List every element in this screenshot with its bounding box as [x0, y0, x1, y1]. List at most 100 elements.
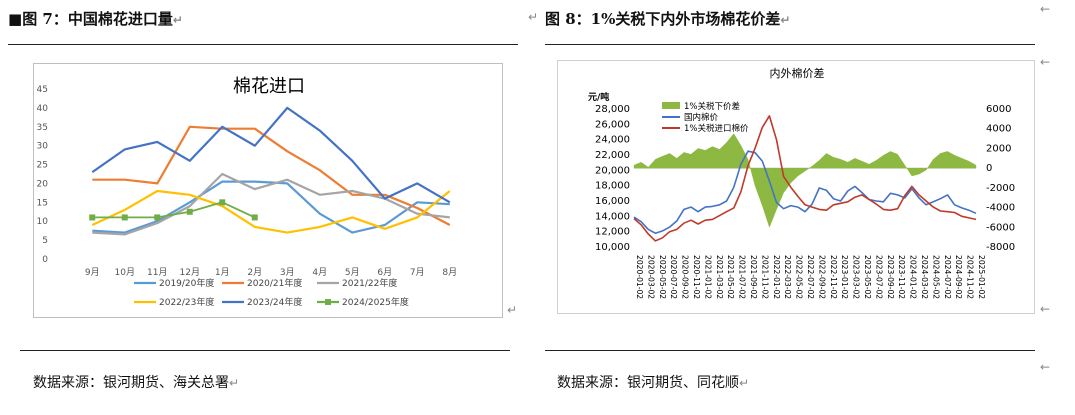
chart-frame: 内外棉价差 元/吨 10,000 12,000 14,000 16,000 18,000 20…: [557, 60, 1035, 314]
figure-7-title-row: ■图 7：中国棉花进口量↵: [8, 8, 183, 29]
x-tick-label: 2021-09-02: [749, 255, 758, 299]
y-tick-label: 15: [37, 198, 48, 208]
y-tick-label: 28,000: [595, 104, 630, 115]
series-area: [633, 133, 977, 228]
x-tick-label: 2023-03-02: [852, 255, 861, 299]
x-tick-label: 2022-09-02: [817, 255, 826, 299]
y-tick-label: 10: [37, 217, 49, 227]
y2-tick-label: -6000: [986, 222, 1015, 233]
divider: [20, 350, 510, 351]
y2-tick-label: 2000: [986, 143, 1011, 154]
x-tick-label: 2024-03-02: [920, 255, 929, 299]
figure-8-title-row: 图 8：1%关税下内外市场棉花价差↵: [545, 8, 790, 29]
x-tick-label: 2023-01-02: [840, 255, 849, 299]
y-tick-label: 22,000: [595, 150, 630, 161]
legend-label: 1%关税下价差: [684, 101, 740, 112]
x-tick-label: 2024-01-02: [909, 255, 918, 299]
x-tick-label: 2020-09-02: [681, 255, 690, 299]
x-tick-label: 2024-07-02: [943, 255, 952, 299]
legend-label: 2022/23年度: [159, 296, 214, 308]
x-tick-label: 4月: [312, 267, 327, 278]
y-tick-label: 0: [42, 255, 48, 265]
y-tick-label: 45: [37, 85, 48, 95]
figure-8-title: 图 8：1%关税下内外市场棉花价差: [545, 10, 781, 28]
x-tick-label: 5月: [345, 267, 360, 278]
x-tick-label: 1月: [215, 267, 230, 278]
y-tick-label: 5: [42, 236, 48, 246]
x-tick-label: 8月: [442, 267, 457, 278]
x-tick-label: 2024-05-02: [931, 255, 940, 299]
data-point: [186, 208, 193, 215]
source-text: 数据来源：银河期货、同花顺: [557, 375, 739, 391]
x-tick-label: 2022-03-02: [783, 255, 792, 299]
x-tick-label: 2023-05-02: [863, 255, 872, 299]
y2-tick-label: -8000: [986, 242, 1015, 253]
figure-7-source: 数据来源：银河期货、海关总署↵: [33, 372, 239, 392]
legend-label: 2021/22年度: [342, 277, 397, 289]
x-tick-label: 12月: [180, 267, 200, 278]
x-tick-label: 2023-09-02: [886, 255, 895, 299]
y2-tick-label: -4000: [986, 203, 1015, 214]
x-tick-label: 2024-11-02: [966, 255, 975, 299]
y-tick-label: 40: [37, 104, 49, 114]
data-point: [121, 214, 128, 221]
series-line: [92, 172, 450, 236]
legend-label: 2020/21年度: [247, 277, 302, 289]
paragraph-mark-icon: ↵: [780, 13, 791, 27]
x-tick-label: 2022-05-02: [795, 255, 804, 299]
y-tick-label: 12,000: [595, 227, 630, 238]
y2-tick-label: -2000: [986, 183, 1015, 194]
paragraph-mark-icon: ↵: [528, 10, 539, 24]
unit-label: 元/吨: [588, 91, 609, 103]
y-tick-label: 24,000: [595, 135, 630, 146]
data-point: [219, 199, 226, 206]
arrow-mark-icon: ←: [1040, 2, 1051, 16]
data-point: [251, 214, 258, 221]
y-tick-label: 18,000: [595, 181, 630, 192]
y-tick-label: 35: [37, 123, 48, 133]
x-tick-label: 2月: [247, 267, 262, 278]
x-tick-label: 2023-07-02: [874, 255, 883, 299]
bullet-icon: ■: [8, 10, 23, 28]
legend-label: 2019/20年度: [159, 277, 214, 289]
legend-label: 2023/24年度: [247, 296, 302, 308]
x-tick-label: 2020-03-02: [646, 255, 655, 299]
series-line: [633, 150, 977, 234]
x-tick-label: 11月: [147, 267, 167, 278]
x-tick-label: 2022-01-02: [772, 255, 781, 299]
x-tick-label: 2021-11-02: [760, 255, 769, 299]
chart-frame: 棉花进口 0 5 10 15 20 25 30 35 40 45 9月 10月 11月 12月 1月 2月 3月 4…: [33, 63, 503, 318]
x-tick-label: 2020-07-02: [669, 255, 678, 299]
series-line: [91, 189, 451, 234]
cotton-import-chart: 棉花进口 0 5 10 15 20 25 30 35 40 45 9月 10月 11月 12月 1月 2月 3月 4…: [37, 76, 458, 308]
divider: [8, 44, 518, 45]
x-tick-label: 10月: [115, 267, 135, 278]
x-tick-label: 2020-05-02: [658, 255, 667, 299]
source-text: 数据来源：银河期货、海关总署: [33, 375, 229, 391]
figure-7-title: 图 7：中国棉花进口量: [22, 10, 173, 28]
x-tick-label: 2022-07-02: [806, 255, 815, 299]
series-line: [91, 106, 451, 204]
y2-tick-label: 4000: [986, 124, 1011, 135]
legend-label: 1%关税进口棉价: [684, 123, 749, 134]
y2-tick-label: 6000: [986, 104, 1011, 115]
x-tick-label: 2023-11-02: [897, 255, 906, 299]
paragraph-mark-icon: ↵: [229, 376, 240, 390]
x-tick-label: 2021-03-02: [715, 255, 724, 299]
y2-tick-label: 0: [986, 163, 992, 174]
x-tick-label: 2020-11-02: [692, 255, 701, 299]
data-point: [89, 214, 96, 221]
legend-marker: [325, 299, 331, 305]
y-tick-label: 10,000: [595, 242, 630, 253]
legend-swatch: [662, 102, 680, 109]
legend-label: 2024/2025年度: [342, 296, 409, 308]
x-tick-label: 2022-11-02: [829, 255, 838, 299]
x-tick-label: 9月: [85, 267, 100, 278]
series-line: [92, 180, 450, 234]
x-tick-label: 2021-07-02: [738, 255, 747, 299]
arrow-mark-icon: ←: [1040, 302, 1051, 316]
arrow-mark-icon: ←: [1040, 55, 1051, 69]
x-tick-label: 2025-01-02: [977, 255, 986, 299]
divider: [545, 350, 1035, 351]
